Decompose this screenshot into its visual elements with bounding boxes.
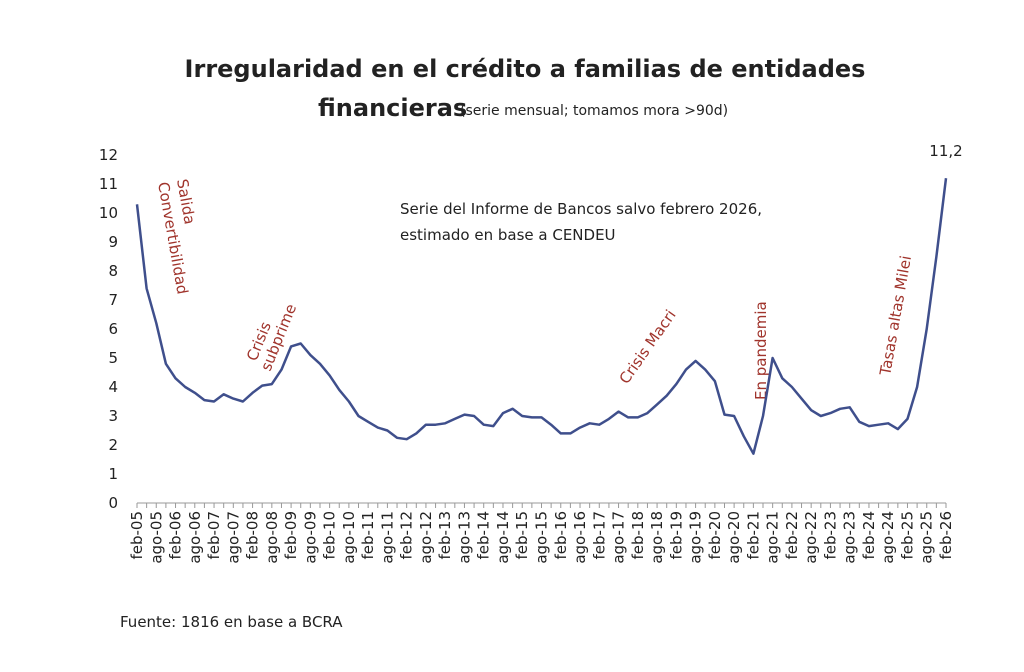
x-tick-label: ago-24	[879, 511, 897, 564]
y-tick-label: 0	[108, 494, 118, 512]
x-tick-label: feb-22	[783, 511, 801, 560]
x-tick-label: ago-07	[224, 511, 242, 564]
x-tick-label: ago-19	[687, 511, 705, 564]
x-tick-label: ago-08	[263, 511, 281, 564]
x-tick-label: feb-13	[436, 511, 454, 560]
x-tick-label: ago-23	[841, 511, 859, 564]
x-tick-label: feb-19	[667, 511, 685, 560]
x-tick-label: feb-26	[937, 511, 955, 560]
y-tick-label: 10	[99, 204, 118, 222]
y-tick-label: 8	[108, 262, 118, 280]
chart-title: financieras	[318, 94, 467, 122]
chart-title: Irregularidad en el crédito a familias d…	[185, 55, 866, 83]
x-tick-label: ago-18	[648, 511, 666, 564]
x-tick-label: feb-24	[860, 511, 878, 560]
x-tick-label: ago-22	[802, 511, 820, 564]
x-tick-label: ago-11	[378, 511, 396, 564]
x-tick-label: ago-12	[417, 511, 435, 564]
chart-subtitle: (serie mensual; tomamos mora >90d)	[460, 103, 728, 119]
y-tick-label: 7	[108, 291, 118, 309]
x-tick-label: ago-25	[918, 511, 936, 564]
x-tick-label: ago-05	[147, 511, 165, 564]
data-label: 11,2	[929, 142, 962, 160]
note: estimado en base a CENDEU	[400, 226, 616, 244]
x-tick-label: feb-16	[552, 511, 570, 560]
y-tick-label: 4	[108, 378, 118, 396]
x-tick-label: feb-12	[398, 511, 416, 560]
x-tick-label: ago-21	[764, 511, 782, 564]
x-tick-label: feb-09	[282, 511, 300, 560]
x-tick-label: ago-10	[340, 511, 358, 564]
y-tick-label: 3	[108, 407, 118, 425]
y-tick-label: 12	[99, 146, 118, 164]
x-tick-label: feb-21	[744, 511, 762, 560]
x-tick-label: ago-16	[571, 511, 589, 564]
x-tick-label: feb-10	[321, 511, 339, 560]
x-tick-label: ago-17	[610, 511, 628, 564]
line	[135, 178, 948, 455]
x-tick-label: feb-14	[475, 511, 493, 560]
x-tick-label: feb-17	[590, 511, 608, 560]
x-tick-label: ago-06	[186, 511, 204, 564]
y-tick-label: 9	[108, 233, 118, 251]
x-tick-label: ago-20	[725, 511, 743, 564]
x-tick-label: feb-11	[359, 511, 377, 560]
x-tick-label: feb-05	[128, 511, 146, 560]
x-tick-label: feb-25	[898, 511, 916, 560]
x-tick-label: ago-09	[301, 511, 319, 564]
y-tick-label: 5	[108, 349, 118, 367]
y-tick-label: 2	[108, 436, 118, 454]
x-tick-label: ago-13	[455, 511, 473, 564]
x-tick-label: ago-14	[494, 511, 512, 564]
x-tick-label: feb-06	[167, 511, 185, 560]
x-tick-label: ago-15	[533, 511, 551, 564]
x-tick-label: feb-15	[513, 511, 531, 560]
source: Fuente: 1816 en base a BCRA	[120, 613, 343, 631]
annotation: En pandemia	[752, 301, 770, 400]
x-tick-label: feb-07	[205, 511, 223, 560]
x-tick-label: feb-08	[244, 511, 262, 560]
y-tick-label: 11	[99, 175, 118, 193]
annotation: Crisis Macri	[616, 306, 680, 387]
x-tick-label: feb-20	[706, 511, 724, 560]
x-tick-label: feb-23	[821, 511, 839, 560]
x-tick-label: feb-18	[629, 511, 647, 560]
note: Serie del Informe de Bancos salvo febrer…	[400, 200, 762, 218]
y-tick-label: 1	[108, 465, 118, 483]
y-tick-label: 6	[108, 320, 118, 338]
annotation: Tasas altas Milei	[876, 254, 915, 377]
